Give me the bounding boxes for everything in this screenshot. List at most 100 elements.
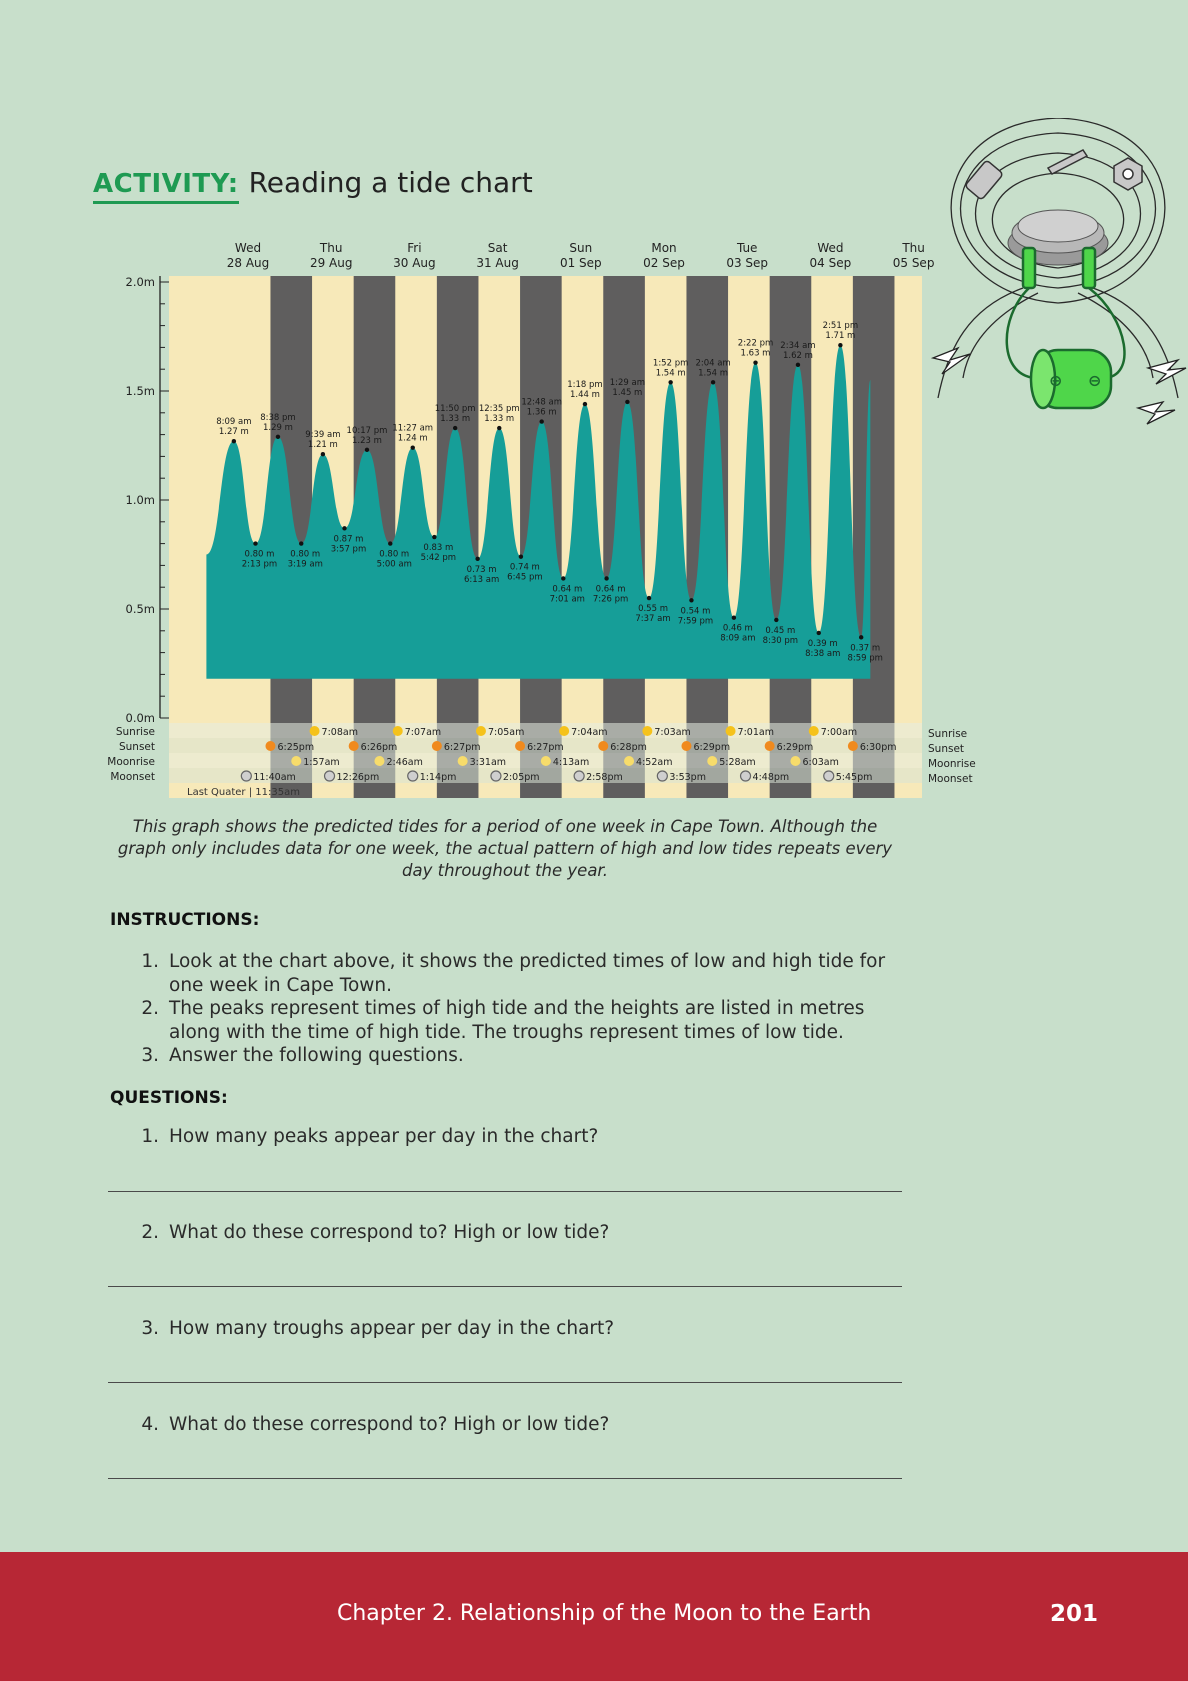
question-item: 1. How many peaks appear per day in the c…	[128, 1126, 908, 1147]
high-tide-point	[539, 419, 544, 424]
low-tide-time: 2:13 pm	[242, 560, 277, 570]
high-tide-height: 1.27 m	[219, 427, 249, 437]
day-name: Tue	[736, 241, 758, 255]
answer-line-3[interactable]	[108, 1382, 902, 1383]
high-tide-point	[497, 425, 502, 431]
day-name: Sun	[569, 241, 592, 255]
moonset-icon	[490, 770, 502, 782]
high-tide-time: 10:17 pm	[347, 426, 388, 436]
instruction-text: Answer the following questions.	[169, 1045, 464, 1066]
low-tide-point	[475, 556, 480, 562]
instruction-item: 3. Answer the following questions.	[128, 1044, 908, 1068]
high-tide-height: 1.23 m	[352, 436, 382, 446]
high-tide-time: 2:04 am	[695, 358, 730, 368]
question-text: How many troughs appear per day in the c…	[169, 1318, 615, 1339]
high-tide-time: 1:52 pm	[653, 358, 688, 368]
high-tide-height: 1.33 m	[484, 414, 514, 424]
moonrise-time: 4:13am	[553, 757, 589, 768]
low-tide-time: 8:59 pm	[847, 653, 882, 663]
sunset-icon	[515, 741, 526, 751]
high-tide-point	[795, 362, 801, 368]
question-text: What do these correspond to? High or low…	[169, 1222, 610, 1243]
day-name: Sat	[488, 241, 508, 255]
answer-line-1[interactable]	[108, 1191, 902, 1192]
sunset-icon	[764, 741, 775, 751]
high-tide-height: 1.21 m	[308, 440, 338, 450]
low-tide-time: 8:09 am	[720, 634, 755, 644]
instruction-text: The peaks represent times of high tide a…	[169, 998, 865, 1043]
high-tide-height: 1.36 m	[527, 408, 557, 418]
sunrise-time: 7:04am	[571, 727, 607, 738]
moonset-icon	[656, 770, 668, 782]
moonset-time: 2:05pm	[503, 772, 540, 783]
day-date: 02 Sep	[643, 256, 685, 270]
question-item: 4. What do these correspond to? High or l…	[128, 1414, 908, 1435]
high-tide-height: 1.29 m	[263, 423, 293, 433]
high-tide-point	[838, 343, 843, 348]
high-tide-point	[710, 380, 716, 385]
high-tide-time: 11:50 pm	[435, 404, 476, 414]
moonset-time: 5:45pm	[836, 772, 873, 783]
high-tide-point	[582, 401, 588, 407]
low-tide-height: 0.80 m	[379, 550, 409, 560]
sunrise-time: 7:01am	[738, 727, 774, 738]
high-tide-height: 1.44 m	[570, 390, 600, 400]
high-tide-point	[452, 425, 458, 431]
moonset-icon	[407, 770, 419, 782]
day-date: 31 Aug	[476, 256, 519, 270]
sunset-time: 6:27pm	[444, 742, 481, 753]
high-tide-point	[753, 360, 758, 365]
moonset-time: 2:58pm	[586, 772, 623, 783]
moonrise-time: 3:31am	[470, 757, 506, 768]
moonrise-icon	[624, 756, 635, 766]
row-label-right: Moonset	[928, 773, 973, 785]
answer-line-2[interactable]	[108, 1286, 902, 1287]
y-tick-label: 1.5m	[126, 384, 156, 398]
low-tide-height: 0.39 m	[808, 639, 838, 649]
low-tide-point	[731, 615, 737, 620]
high-tide-point	[231, 438, 237, 444]
low-tide-point	[388, 541, 393, 546]
high-tide-point	[625, 399, 630, 405]
row-label-left: Moonset	[110, 771, 155, 783]
high-tide-height: 1.62 m	[783, 351, 813, 361]
question-text: How many peaks appear per day in the cha…	[169, 1126, 599, 1147]
sunrise-icon	[725, 726, 736, 736]
low-tide-time: 7:26 pm	[593, 594, 628, 604]
day-name: Wed	[235, 241, 261, 255]
low-tide-time: 7:01 am	[550, 594, 585, 604]
high-tide-point	[668, 380, 673, 385]
sunset-time: 6:25pm	[277, 742, 314, 753]
question-number: 1.	[141, 1126, 159, 1147]
moonset-icon	[240, 770, 252, 782]
sunset-time: 6:28pm	[610, 742, 647, 753]
moonrise-icon	[707, 756, 718, 766]
sunset-time: 6:29pm	[777, 742, 814, 753]
instruction-number: 3.	[141, 1045, 159, 1066]
low-tide-time: 8:30 pm	[763, 636, 798, 646]
answer-line-4[interactable]	[108, 1478, 902, 1479]
moon-phase-label: Last Quater | 11:35am	[187, 787, 300, 798]
sunrise-time: 7:07am	[405, 727, 441, 738]
sunrise-icon	[475, 726, 486, 736]
high-tide-time: 11:27 am	[392, 424, 433, 434]
low-tide-time: 3:57 pm	[331, 544, 366, 554]
sunrise-icon	[309, 726, 320, 736]
low-tide-point	[432, 534, 437, 540]
high-tide-time: 2:34 am	[780, 341, 815, 351]
footer-chapter-title: Chapter 2. Relationship of the Moon to t…	[337, 1601, 872, 1626]
sunset-time: 6:29pm	[693, 742, 730, 753]
low-tide-height: 0.54 m	[680, 606, 710, 616]
sunset-time: 6:26pm	[361, 742, 398, 753]
low-tide-time: 6:13 am	[464, 575, 499, 585]
moonrise-icon	[540, 756, 551, 766]
question-item: 2. What do these correspond to? High or l…	[128, 1222, 908, 1243]
low-tide-height: 0.80 m	[245, 550, 275, 560]
question-number: 4.	[141, 1414, 159, 1435]
high-tide-time: 12:35 pm	[479, 404, 520, 414]
low-tide-time: 3:19 am	[288, 560, 323, 570]
y-axis: 2.0m 1.5m 1.0m 0.5m 0.0m	[126, 275, 169, 725]
sunset-icon	[598, 741, 609, 751]
high-tide-time: 8:38 pm	[260, 413, 295, 423]
y-tick-label: 1.0m	[126, 493, 156, 507]
